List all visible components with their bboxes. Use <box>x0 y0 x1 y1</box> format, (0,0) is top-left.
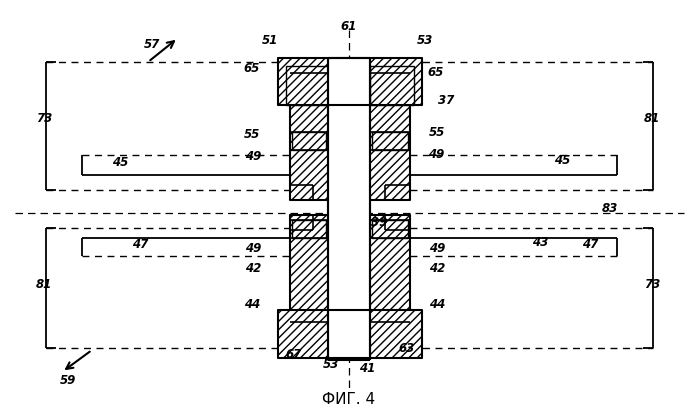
Text: 81: 81 <box>36 278 52 292</box>
Text: 83: 83 <box>602 202 618 214</box>
Bar <box>372 132 408 150</box>
Text: 42: 42 <box>245 261 261 275</box>
Text: ФИГ. 4: ФИГ. 4 <box>322 392 375 408</box>
Text: 44: 44 <box>429 299 445 311</box>
Text: 49: 49 <box>428 149 444 161</box>
Text: 73: 73 <box>36 112 52 124</box>
Text: 43: 43 <box>532 235 548 249</box>
Text: 47: 47 <box>132 237 148 251</box>
Text: 53: 53 <box>323 358 339 372</box>
Text: 47: 47 <box>582 237 598 251</box>
Bar <box>278 58 349 105</box>
Bar <box>278 310 349 358</box>
Bar <box>370 215 410 310</box>
Text: 44: 44 <box>244 299 260 311</box>
Bar <box>372 220 408 238</box>
Bar <box>370 105 410 200</box>
Text: 63: 63 <box>399 342 415 354</box>
Bar <box>286 66 328 105</box>
Text: 57: 57 <box>144 38 160 52</box>
Bar <box>292 220 326 238</box>
Text: 41: 41 <box>359 361 375 375</box>
Text: 65: 65 <box>428 66 444 78</box>
Bar <box>349 310 422 358</box>
Text: 42: 42 <box>429 261 445 275</box>
Text: 45: 45 <box>554 154 570 166</box>
Text: 39: 39 <box>371 216 387 228</box>
Text: 59: 59 <box>60 373 76 387</box>
Text: 61: 61 <box>341 21 357 33</box>
Text: 81: 81 <box>644 112 660 124</box>
Text: 49: 49 <box>245 150 261 164</box>
Text: 73: 73 <box>644 278 660 292</box>
Text: 49: 49 <box>429 242 445 254</box>
Bar <box>290 105 328 200</box>
Text: 45: 45 <box>112 156 128 169</box>
Text: 55: 55 <box>429 126 445 140</box>
Text: 67: 67 <box>286 349 302 361</box>
Text: 51: 51 <box>262 33 278 47</box>
Text: 53: 53 <box>417 33 433 47</box>
Text: 49: 49 <box>245 242 261 254</box>
Bar <box>370 66 414 105</box>
Bar <box>290 215 328 310</box>
Bar <box>349 58 422 105</box>
Bar <box>292 132 326 150</box>
Text: 37: 37 <box>438 93 454 107</box>
Bar <box>328 58 370 360</box>
Text: 65: 65 <box>244 62 260 74</box>
Text: 55: 55 <box>244 128 260 142</box>
